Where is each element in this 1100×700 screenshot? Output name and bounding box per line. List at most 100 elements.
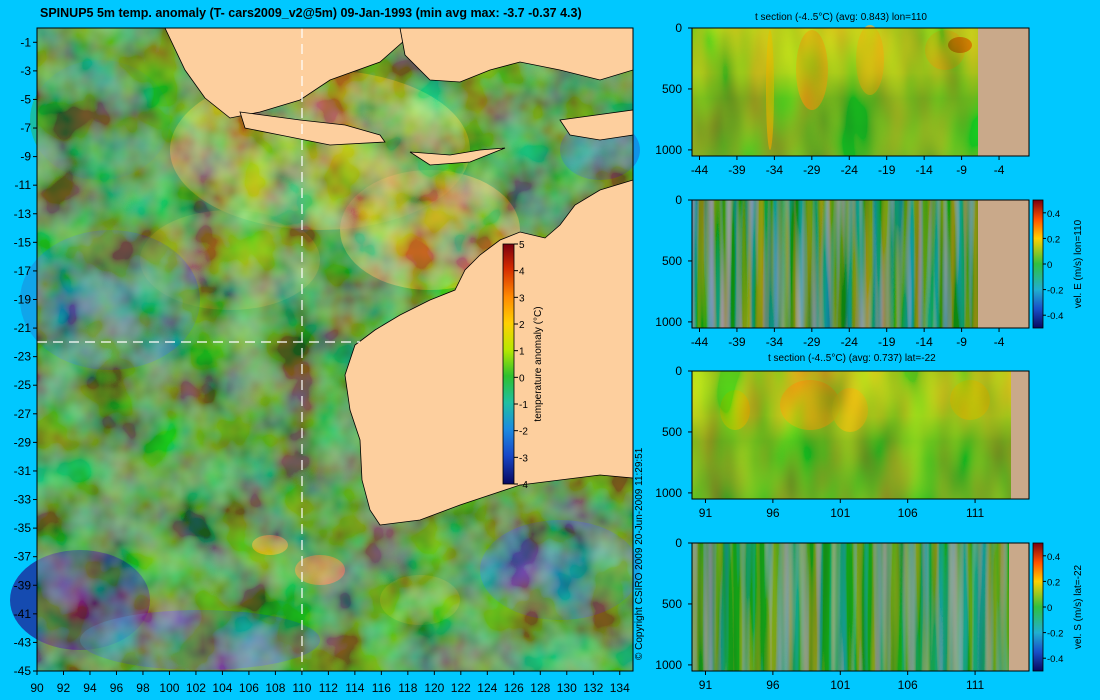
map-y-tick-label: -35: [14, 521, 32, 535]
map-y-tick-label: -15: [14, 235, 32, 249]
colorbar-tick-label: 5: [519, 240, 525, 251]
colorbar-tick-label: -3: [519, 453, 528, 464]
map-frame: [36, 27, 634, 672]
map-x-tick-label: 106: [239, 681, 259, 695]
colorbar-tick-label: -4: [519, 480, 528, 491]
section-x-tick-label: 91: [699, 506, 713, 520]
lesser-sunda-islands: [409, 147, 506, 166]
map-x-tick-label: 94: [83, 681, 97, 695]
t-section-lon-land: [978, 28, 1029, 156]
map-y-tick-label: -39: [14, 578, 32, 592]
map-y-tick-label: -25: [14, 378, 32, 392]
map-x-tick-label: 96: [110, 681, 124, 695]
map-y-tick-label: -29: [14, 435, 32, 449]
section-colorbar-tick-label: 0.2: [1047, 234, 1060, 245]
map-x-tick-label: 100: [159, 681, 179, 695]
section-y-tick-label: 500: [662, 597, 682, 611]
section-x-tick-label: -9: [956, 335, 967, 349]
map-x-tick-label: 110: [292, 681, 311, 695]
colorbar-tick-label: -2: [519, 427, 528, 438]
colorbar-tick-label: 2: [519, 320, 525, 331]
velS-section-lat-texture: [692, 543, 1029, 671]
velE-section-lon-panel: -44 -39 -34 -29 -24 -19 -14 -9 -4 0 500 1000 0.4 0.2 0…: [655, 193, 1084, 349]
section-x-tick-label: -19: [878, 163, 896, 177]
section-x-tick-label: 106: [898, 506, 918, 520]
section-title-lat: t section (-4..5°C) (avg: 0.737) lat=-22: [768, 353, 936, 364]
section-x-tick-label: -29: [803, 163, 821, 177]
map-x-tick-label: 92: [57, 681, 71, 695]
velE-colorbar: [1032, 199, 1044, 329]
map-x-tick-label: 114: [345, 681, 364, 695]
map-x-tick-label: 124: [477, 681, 497, 695]
t-section-lon-frame: [691, 27, 1030, 157]
colorbar-tick-label: -1: [519, 400, 528, 411]
t-section-lat-frame: [691, 370, 1030, 500]
section-x-tick-label: -34: [766, 335, 784, 349]
section-y-tick-label: 500: [662, 425, 682, 439]
velS-colorbar: [1032, 542, 1044, 672]
map-x-tick-label: 112: [319, 681, 338, 695]
section-y-tick-label: 1000: [655, 486, 682, 500]
section-x-tick-label: 111: [966, 506, 985, 520]
map-y-tick-label: -7: [20, 121, 31, 135]
velE-section-lon-land: [978, 200, 1029, 328]
map-x-tick-label: 130: [557, 681, 577, 695]
map-x-tick-label: 102: [186, 681, 206, 695]
velS-section-lat-frame: [691, 542, 1030, 672]
velS-section-lat-land: [1009, 543, 1029, 671]
section-y-tick-label: 1000: [655, 315, 682, 329]
section-title-lon: t section (-4..5°C) (avg: 0.843) lon=110: [755, 12, 927, 23]
map-y-tick-label: -37: [14, 550, 32, 564]
section-x-tick-label: -34: [766, 163, 784, 177]
section-colorbar-tick-label: 0: [1047, 603, 1052, 614]
colorbar-tick-label: 4: [519, 267, 525, 278]
section-colorbar-tick-label: 0.4: [1047, 552, 1060, 563]
section-x-tick-label: -24: [841, 163, 859, 177]
section-y-tick-label: 0: [675, 536, 682, 550]
map-y-tick-label: -27: [14, 407, 32, 421]
map-x-tick-label: 98: [136, 681, 150, 695]
temperature-colorbar: [502, 243, 515, 485]
map-x-tick-label: 108: [265, 681, 285, 695]
colorbar-label: temperature anomaly (°C): [533, 306, 544, 421]
temperature-anomaly-map: 90 92 94 96 98 100 102 104 106 108 110 112 114 116 118…: [10, 27, 640, 695]
section-colorbar-tick-label: -0.2: [1047, 286, 1063, 297]
section-x-tick-label: 106: [898, 678, 918, 692]
map-y-tick-label: -21: [14, 321, 32, 335]
map-y-tick-label: -31: [14, 464, 32, 478]
map-y-tick-label: -19: [14, 292, 32, 306]
section-x-tick-label: -19: [878, 335, 896, 349]
section-x-tick-label: -14: [915, 335, 933, 349]
map-y-tick-label: -3: [20, 64, 31, 78]
map-y-tick-label: -43: [14, 635, 32, 649]
new-guinea-landmass: [559, 109, 634, 141]
map-y-tick-label: -23: [14, 350, 32, 364]
map-x-tick-label: 104: [212, 681, 232, 695]
page-title: SPINUP5 5m temp. anomaly (T- cars2009_v2…: [40, 6, 582, 20]
section-y-tick-label: 0: [675, 364, 682, 378]
section-colorbar-tick-label: -0.4: [1047, 654, 1063, 665]
section-colorbar-tick-label: 0.4: [1047, 209, 1060, 220]
section-y-tick-label: 1000: [655, 658, 682, 672]
section-x-tick-label: -4: [994, 163, 1005, 177]
map-x-tick-label: 122: [451, 681, 471, 695]
section-x-tick-label: -44: [691, 335, 709, 349]
section-y-tick-label: 0: [675, 193, 682, 207]
t-section-lat-panel: 91 96 101 106 111 0 500 1000: [655, 364, 1030, 520]
t-section-lat-land: [1011, 371, 1029, 499]
map-x-tick-label: 116: [372, 681, 391, 695]
section-x-tick-label: 101: [830, 506, 850, 520]
map-y-tick-label: -45: [14, 664, 32, 678]
map-y-tick-label: -11: [15, 178, 32, 192]
t-section-lon-texture: [692, 28, 1029, 156]
java-island: [239, 111, 386, 146]
section-x-tick-label: -14: [915, 163, 933, 177]
section-y-tick-label: 1000: [655, 143, 682, 157]
section-x-tick-label: -4: [994, 335, 1005, 349]
map-x-tick-label: 90: [30, 681, 44, 695]
map-y-tick-label: -13: [14, 207, 32, 221]
colorbar-tick-label: 3: [519, 293, 525, 304]
section-y-tick-label: 0: [675, 21, 682, 35]
map-x-tick-label: 128: [530, 681, 550, 695]
section-x-tick-label: 111: [966, 678, 985, 692]
